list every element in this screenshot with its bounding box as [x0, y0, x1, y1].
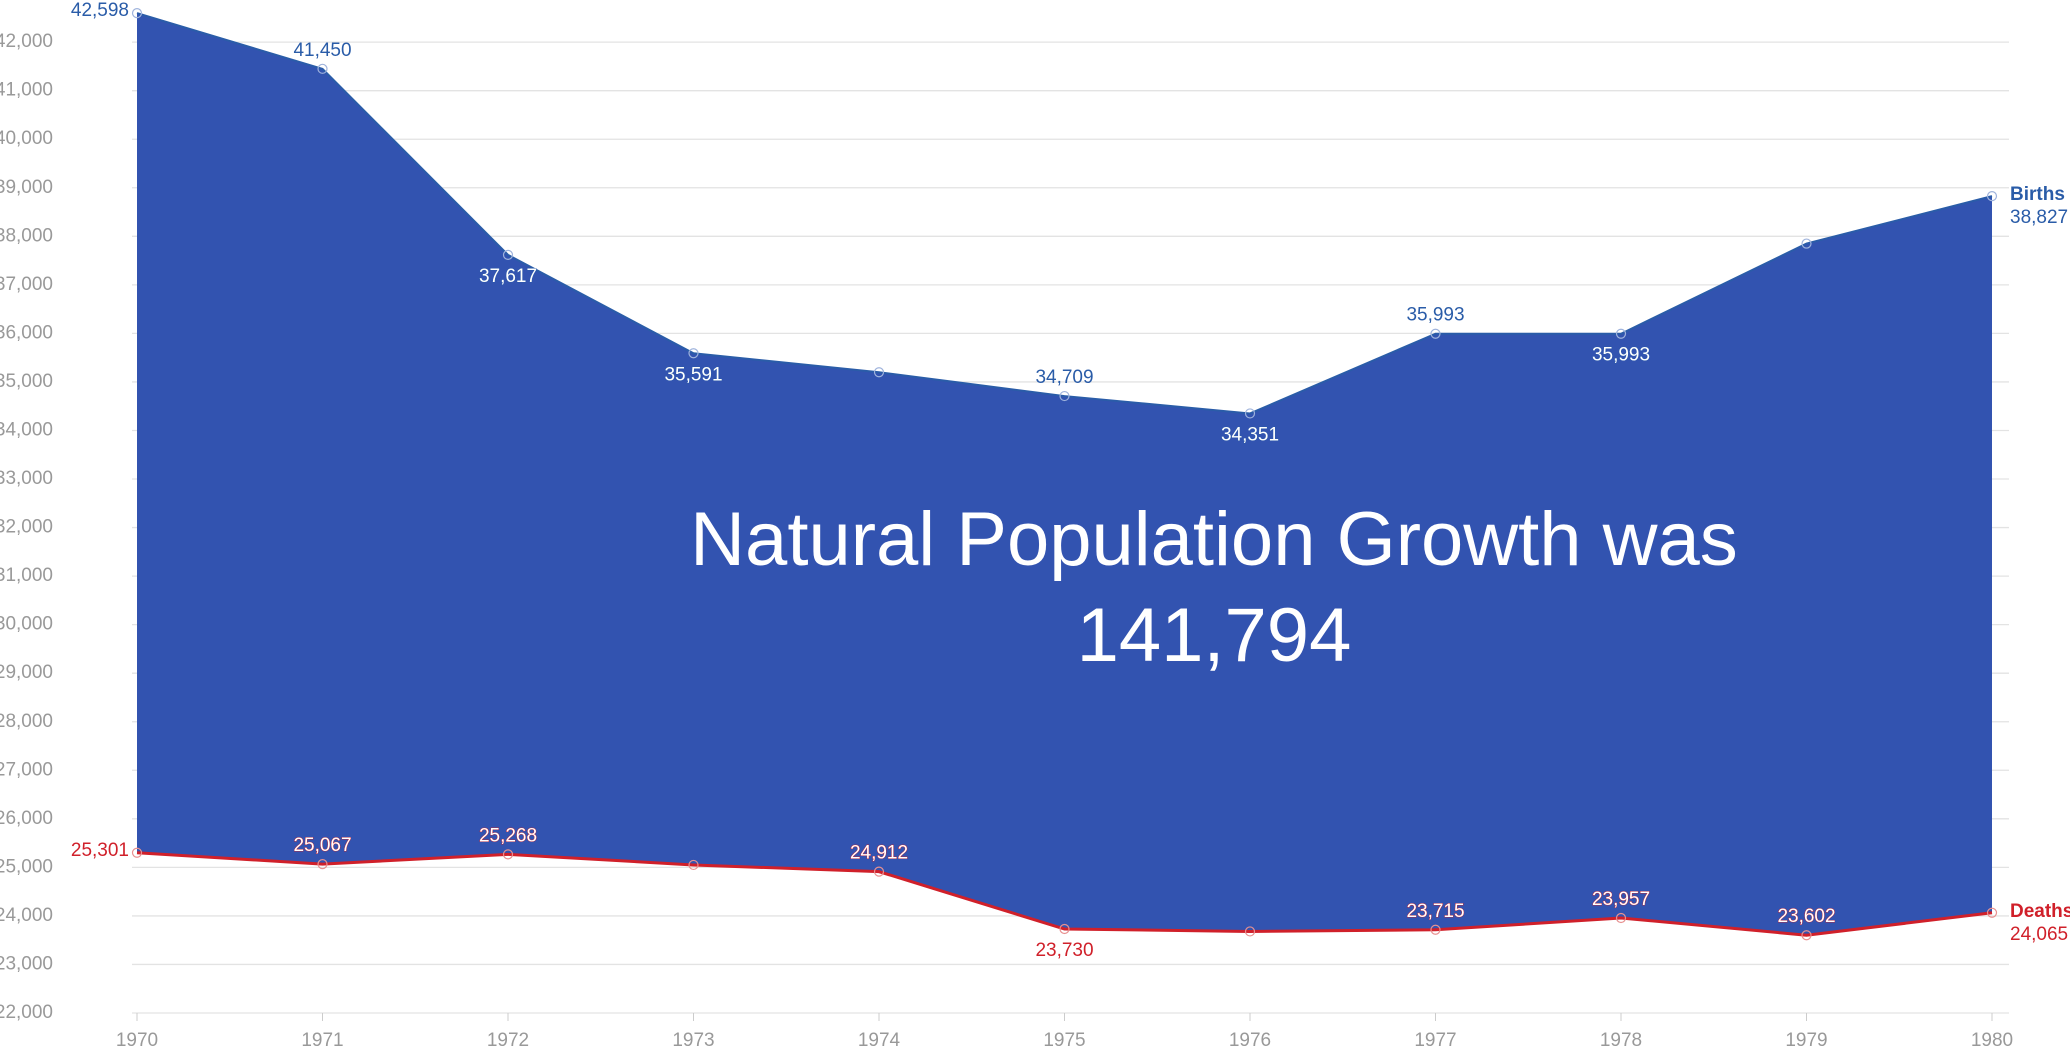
- x-tick-label: 1977: [1414, 1030, 1456, 1051]
- point: [1430, 924, 1441, 935]
- legend-label: Births: [2010, 184, 2065, 205]
- y-tick-label: 39,000: [0, 177, 53, 198]
- data-label: 23,715: [1406, 901, 1464, 922]
- point: [1244, 926, 1256, 937]
- y-tick-label: 30,000: [0, 614, 53, 635]
- annotation: Natural Population Growth was: [690, 497, 1738, 582]
- point: [1615, 912, 1627, 924]
- data-label: 35,591: [664, 364, 722, 385]
- x-tick-label: 1972: [487, 1030, 529, 1051]
- data-label: 37,617: [479, 266, 537, 287]
- annotation: 141,794: [1077, 593, 1352, 678]
- point: [131, 847, 143, 858]
- y-tick-label: 38,000: [0, 225, 53, 246]
- x-tick-label: 1980: [1971, 1030, 2013, 1051]
- y-tick-label: 34,000: [0, 419, 53, 440]
- data-label: 34,709: [1035, 367, 1093, 388]
- data-label: 23,602: [1777, 906, 1835, 927]
- y-tick-label: 22,000: [0, 1002, 53, 1023]
- y-tick-label: 27,000: [0, 759, 53, 780]
- y-tick-label: 33,000: [0, 468, 53, 489]
- point: [1801, 930, 1812, 941]
- point: [1430, 328, 1441, 339]
- point: [1615, 328, 1627, 339]
- point: [1244, 408, 1256, 419]
- point: [1986, 907, 1998, 918]
- data-label: 34,351: [1221, 424, 1279, 445]
- point: [502, 849, 514, 860]
- point: [1059, 923, 1070, 935]
- data-label: 35,993: [1406, 305, 1464, 326]
- y-tick-label: 40,000: [0, 128, 53, 149]
- y-tick-label: 23,000: [0, 953, 53, 974]
- y-tick-label: 36,000: [0, 322, 53, 343]
- point: [688, 859, 699, 871]
- legend-label: Deaths: [2010, 901, 2070, 922]
- x-tick-label: 1978: [1600, 1030, 1642, 1051]
- x-tick-label: 1970: [116, 1030, 158, 1051]
- data-label: 24,065: [2010, 924, 2068, 945]
- point: [317, 859, 328, 870]
- point: [873, 367, 885, 378]
- y-tick-label: 41,000: [0, 80, 53, 101]
- x-tick-label: 1974: [858, 1030, 901, 1051]
- data-label: 24,912: [850, 843, 908, 864]
- data-label: 41,450: [293, 40, 351, 61]
- point: [317, 63, 328, 74]
- point: [1059, 390, 1070, 402]
- x-tick-label: 1971: [301, 1030, 343, 1051]
- y-tick-label: 25,000: [0, 856, 53, 877]
- point: [1801, 238, 1812, 249]
- y-tick-label: 32,000: [0, 517, 53, 538]
- data-label: 23,957: [1592, 889, 1650, 910]
- data-label: 25,268: [479, 825, 537, 846]
- y-tick-label: 24,000: [0, 905, 53, 926]
- point: [688, 348, 699, 359]
- data-label: 42,598: [71, 0, 129, 21]
- data-label: 25,301: [71, 840, 129, 861]
- y-tick-label: 26,000: [0, 808, 53, 829]
- series-line: [136, 12, 1993, 415]
- series-line: [136, 851, 1993, 937]
- y-tick-label: 42,000: [0, 31, 53, 52]
- y-tick-label: 31,000: [0, 565, 53, 586]
- data-label: 23,730: [1035, 940, 1093, 961]
- y-tick-label: 37,000: [0, 274, 53, 295]
- range-area: [137, 13, 1992, 936]
- x-tick-label: 1979: [1785, 1030, 1827, 1051]
- data-label: 25,067: [293, 835, 351, 856]
- point: [873, 866, 885, 877]
- point: [1986, 191, 1998, 202]
- point: [502, 249, 514, 260]
- y-tick-label: 29,000: [0, 662, 53, 683]
- data-label: 35,993: [1592, 345, 1650, 366]
- x-tick-label: 1976: [1229, 1030, 1271, 1051]
- x-tick-label: 1973: [672, 1030, 714, 1051]
- y-tick-label: 28,000: [0, 711, 53, 732]
- x-tick-label: 1975: [1043, 1030, 1085, 1051]
- point: [131, 7, 143, 19]
- data-label: 38,827: [2010, 207, 2068, 228]
- y-tick-label: 35,000: [0, 371, 53, 392]
